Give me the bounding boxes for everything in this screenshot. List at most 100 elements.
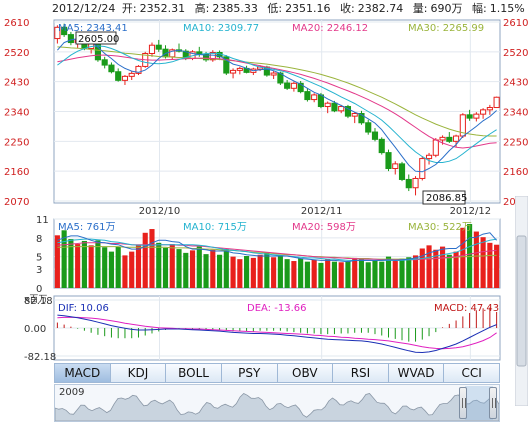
low-annotation: 2086.85 [426, 193, 467, 204]
volume-bar [115, 246, 121, 288]
candle-body [365, 122, 372, 133]
navigator-right-handle[interactable] [489, 387, 497, 419]
candle-body [54, 26, 61, 40]
volume-bar [122, 255, 128, 288]
candle-body [128, 72, 135, 77]
navigator-year: 2009 [59, 387, 85, 398]
volume-bar [385, 256, 392, 288]
macd-legend-dif: DIF: 10.06 [58, 303, 109, 314]
date-tick: 2012/10 [139, 206, 181, 217]
price-tick-right: 2610 [503, 18, 528, 29]
volume-bar [426, 245, 432, 288]
candle-body [351, 112, 358, 117]
candle-body [466, 114, 473, 119]
volume-bar [189, 250, 196, 288]
candle-body [202, 53, 210, 61]
candle-body [135, 65, 142, 74]
volume-bar [257, 254, 263, 288]
open-value: 开: 2352.31 [121, 2, 186, 15]
candle-body [304, 91, 311, 101]
volume-bar [338, 262, 344, 288]
vol-legend-ma10: MA10: 715万 [183, 222, 247, 233]
macd-tick: 82.18 [24, 296, 53, 307]
volume-bar [95, 240, 101, 288]
candle-body [67, 34, 74, 44]
volume-bar [291, 261, 297, 288]
volume-bar [365, 262, 371, 288]
macd-tick: 0.00 [24, 324, 46, 335]
candle-body [385, 152, 392, 170]
ma10-line [57, 45, 497, 163]
vol-legend-ma5: MA5: 761万 [58, 222, 115, 233]
volume-bar [439, 246, 446, 288]
volume-bar [379, 261, 385, 288]
tab-obv[interactable]: OBV [277, 363, 334, 383]
navigator-left-handle[interactable] [459, 387, 467, 419]
price-tick-left: 2070 [4, 197, 29, 208]
vol-legend-ma20: MA20: 598万 [292, 222, 356, 233]
volume-bar [81, 240, 87, 288]
volume-bar [196, 246, 202, 288]
legend-ma30: MA30: 2265.99 [408, 23, 484, 34]
volume-bar [453, 251, 459, 288]
dea-line [57, 316, 497, 350]
volume-bar [176, 249, 182, 288]
volume-bar [358, 259, 365, 288]
volume-bar [102, 247, 108, 288]
candle-body [311, 94, 318, 101]
navigator-sparkline [55, 393, 499, 421]
volume-bar [264, 252, 270, 288]
tab-psy[interactable]: PSY [221, 363, 278, 383]
tab-cci[interactable]: CCI [444, 363, 500, 383]
candle-body [61, 26, 68, 36]
candle-body [486, 107, 493, 111]
tab-kdj[interactable]: KDJ [110, 363, 167, 383]
volume-bar [311, 259, 317, 288]
candle-body [331, 102, 338, 112]
candle-body [398, 163, 406, 180]
volume-bar [419, 248, 425, 288]
volume-bar [460, 227, 466, 288]
volume-bar [223, 249, 229, 288]
candle-body [392, 163, 399, 170]
navigator-selection[interactable] [465, 386, 493, 420]
volume-bar [183, 252, 189, 288]
ma5-line [57, 38, 497, 173]
volume-bar [210, 249, 216, 288]
candle-body [473, 113, 480, 119]
candle-body [493, 96, 500, 109]
legend-ma10: MA10: 2309.77 [183, 23, 259, 34]
range-navigator[interactable]: 2009 [54, 384, 500, 422]
candle-body [148, 44, 156, 54]
volume-bar [467, 224, 473, 288]
candle-body [236, 67, 243, 71]
tab-wvad[interactable]: WVAD [388, 363, 445, 383]
candle-body [446, 136, 453, 142]
volume-bar [230, 256, 236, 288]
tab-rsi[interactable]: RSI [333, 363, 389, 383]
volume-bar [142, 232, 148, 288]
side-scrollbar[interactable] [515, 196, 528, 406]
volume-bar [399, 258, 405, 288]
vol-tick: 11 [36, 215, 49, 226]
high-value: 高: 2385.33 [194, 2, 258, 15]
vol-tick: 8 [36, 234, 42, 245]
candle-body [284, 82, 291, 89]
volume-bar [331, 261, 338, 288]
legend-ma20: MA20: 2246.12 [292, 23, 368, 34]
date-tick: 2012/12 [450, 206, 492, 217]
candle-body [230, 69, 237, 74]
volume-bar [54, 235, 60, 288]
candle-body [405, 178, 412, 189]
volume-bar [61, 230, 67, 288]
price-tick-left: 2250 [4, 137, 29, 148]
candle-body [439, 136, 446, 141]
candle-body [209, 51, 216, 61]
candle-body [155, 44, 162, 50]
tab-macd[interactable]: MACD [54, 363, 111, 383]
candle-body [453, 135, 460, 142]
volume-bar [487, 242, 493, 288]
tab-boll[interactable]: BOLL [166, 363, 222, 383]
indicator-tabs: MACD KDJ BOLL PSY OBV RSI WVAD CCI [54, 363, 500, 383]
